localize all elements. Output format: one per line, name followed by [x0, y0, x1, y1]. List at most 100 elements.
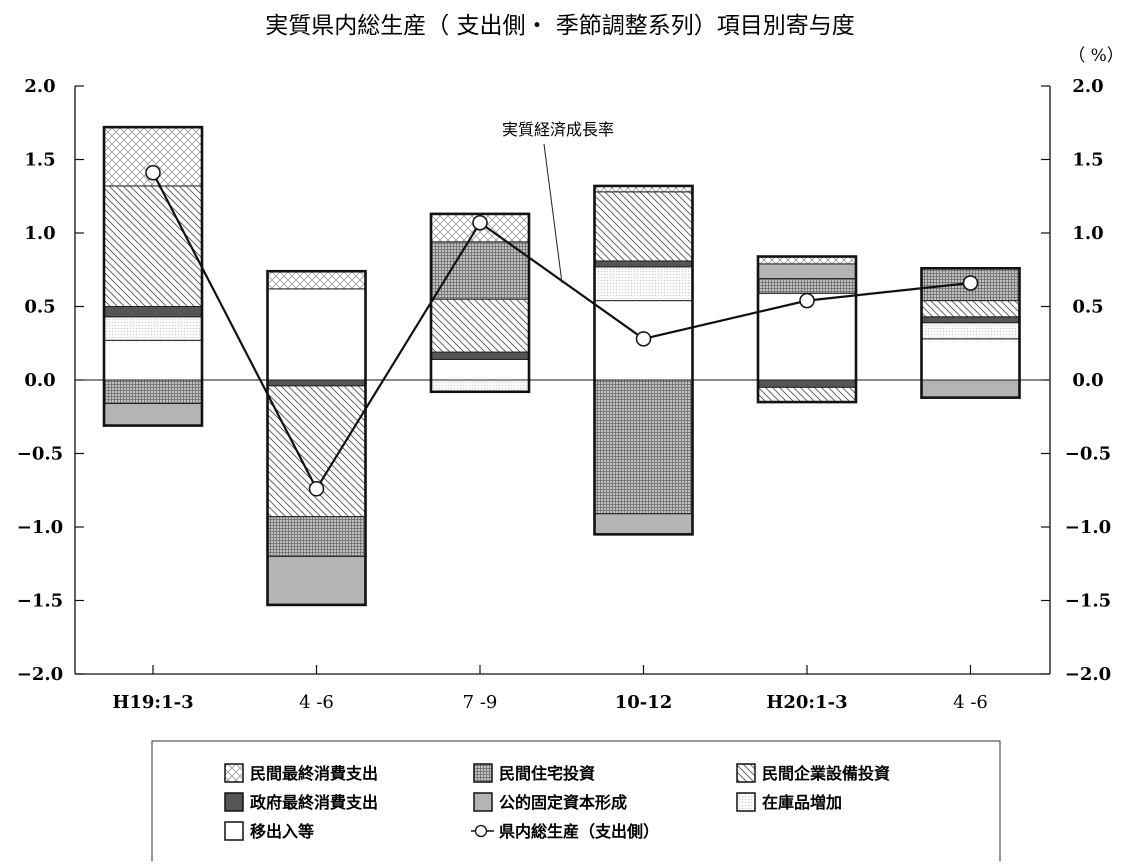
legend-item-net_export: 移出入等 — [224, 821, 314, 841]
annotation-leader — [543, 143, 563, 284]
bar-segment-gov_consumption — [757, 379, 857, 388]
x-tick-label: 7 -9 — [463, 692, 498, 713]
growth-point — [308, 481, 325, 497]
bar-segment-inventory — [921, 322, 1020, 340]
bar-segment-private_capex — [921, 300, 1020, 318]
legend-swatch — [473, 792, 493, 812]
bar-stack — [266, 269, 367, 607]
bar-segment-public_capital — [757, 263, 857, 280]
bar-segment-private_housing — [594, 379, 693, 515]
bar-stack — [593, 184, 694, 536]
bar-stack — [756, 255, 858, 404]
bar-outline — [593, 184, 694, 536]
bar-segment-private_capex — [103, 185, 203, 308]
y-tick-label-left: 0.0 — [24, 370, 55, 391]
chart-title: 実質県内総生産（ 支出側・ 季節調整系列）項目別寄与度 — [265, 13, 855, 39]
legend-swatch — [473, 763, 493, 783]
legend-item-inventory: 在庫品増加 — [736, 792, 842, 812]
y-tick-label-right: 1.0 — [1072, 223, 1103, 244]
x-tick-label: 10-12 — [615, 692, 673, 713]
legend-swatch — [736, 792, 756, 812]
x-tick-label: 4 -6 — [953, 692, 988, 713]
y-tick-label-right: 2.0 — [1072, 76, 1103, 97]
y-tick-label-left: −1.5 — [17, 591, 63, 612]
bar-stack — [429, 212, 531, 394]
y-tick-label-left: 1.0 — [24, 223, 55, 244]
bar-segment-public_capital — [267, 555, 366, 606]
legend-label: 在庫品増加 — [762, 793, 842, 812]
x-tick-label: H19:1-3 — [112, 692, 193, 713]
legend-swatch — [224, 763, 244, 783]
bar-segment-private_consumption — [267, 270, 366, 290]
legend-item-line: 県内総生産（支出側） — [471, 822, 659, 841]
bar-segment-gov_consumption — [430, 351, 530, 360]
x-tick-label: 4 -6 — [299, 692, 334, 713]
legend-label: 民間住宅投資 — [499, 764, 595, 783]
y-tick-label-left: 0.5 — [24, 297, 55, 318]
bar-stack — [920, 266, 1021, 399]
bar-segment-private_capex — [594, 191, 693, 262]
y-tick-label-right: −0.5 — [1065, 444, 1111, 465]
annotation: 実質経済成長率 — [502, 120, 614, 284]
bar-segment-gov_consumption — [594, 260, 693, 268]
legend-item-public_capital: 公的固定資本形成 — [473, 792, 627, 812]
legend-swatch — [224, 792, 244, 812]
axes: 2.0 2.0 1.5 1.5 1.0 1.0 0.5 0.5 0.0 0.0 −0.5 −0.5 −1… — [17, 76, 1111, 713]
y-tick-label-right: −2.0 — [1065, 664, 1111, 685]
legend-item-gov_consumption: 政府最終消費支出 — [224, 792, 378, 812]
bars — [102, 125, 1021, 607]
growth-point — [145, 164, 161, 181]
growth-point — [962, 275, 979, 291]
unit-label: （ %） — [1068, 46, 1121, 66]
legend-label: 移出入等 — [250, 822, 314, 841]
growth-line-layer — [145, 164, 979, 497]
y-tick-label-right: 0.5 — [1072, 297, 1103, 318]
bar-segment-private_housing — [757, 278, 857, 294]
legend-label: 公的固定資本形成 — [499, 793, 627, 812]
bar-segment-public_capital — [594, 513, 693, 535]
annotation-label: 実質経済成長率 — [502, 120, 614, 139]
bar-segment-private_capex — [757, 386, 857, 403]
bar-stack — [102, 125, 204, 427]
legend-circle-swatch — [474, 824, 488, 838]
bar-segment-inventory — [103, 316, 203, 341]
growth-point — [635, 331, 652, 347]
y-tick-label-right: −1.5 — [1065, 591, 1111, 612]
y-tick-label-right: 1.5 — [1072, 150, 1103, 171]
bar-segment-gov_consumption — [267, 379, 366, 387]
y-tick-label-right: 0.0 — [1072, 370, 1103, 391]
bar-outline — [920, 266, 1021, 399]
legend-label: 民間企業設備投資 — [762, 764, 890, 783]
bar-segment-private_capex — [430, 298, 530, 353]
y-tick-label-left: 2.0 — [24, 76, 55, 97]
legend-box — [151, 740, 1001, 865]
bar-segment-net_export — [267, 288, 366, 381]
legend-swatch — [736, 763, 756, 783]
y-tick-label-left: 1.5 — [24, 150, 55, 171]
bar-segment-private_housing — [267, 516, 366, 557]
growth-point — [799, 292, 815, 309]
bar-segment-private_capex — [267, 385, 366, 518]
bar-segment-public_capital — [921, 379, 1020, 399]
legend-item-private_housing: 民間住宅投資 — [473, 763, 595, 783]
y-tick-label-left: −2.0 — [17, 664, 63, 685]
bar-segment-net_export — [430, 358, 530, 381]
bar-segment-private_housing — [430, 241, 530, 300]
legend-label: 県内総生産（支出側） — [499, 822, 659, 841]
bar-outline — [756, 255, 858, 404]
bar-segment-net_export — [103, 339, 203, 381]
bar-outline — [266, 269, 367, 607]
legend-swatch — [224, 821, 244, 841]
legend-item-private_consumption: 民間最終消費支出 — [224, 763, 378, 783]
bar-segment-net_export — [921, 338, 1020, 381]
legend-item-private_capex: 民間企業設備投資 — [736, 763, 890, 783]
bar-outline — [102, 125, 204, 427]
bar-segment-gov_consumption — [921, 316, 1020, 324]
y-tick-label-left: −0.5 — [17, 444, 63, 465]
legend-label: 政府最終消費支出 — [250, 793, 378, 812]
y-tick-label-left: −1.0 — [17, 517, 63, 538]
bar-segment-public_capital — [103, 403, 203, 427]
